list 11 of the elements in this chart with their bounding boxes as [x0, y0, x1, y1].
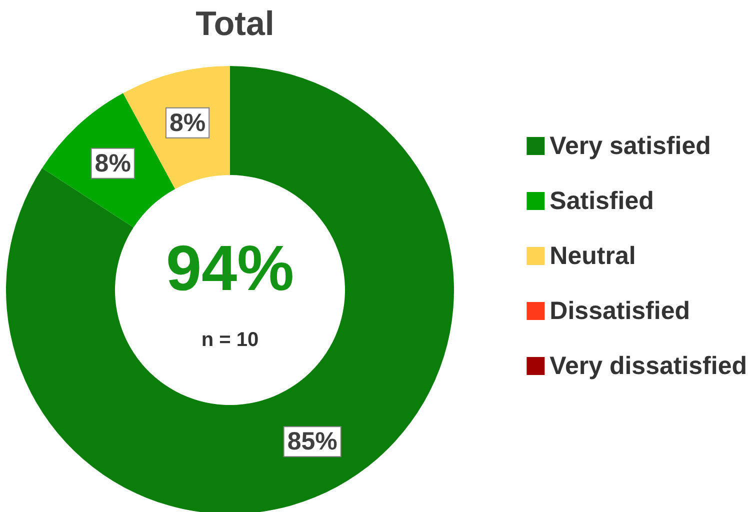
- legend-label: Dissatisfied: [550, 297, 690, 325]
- legend-label: Very dissatisfied: [550, 352, 747, 380]
- data-label: 85%: [287, 428, 338, 456]
- data-label: 8%: [94, 149, 131, 178]
- legend-label: Neutral: [550, 242, 636, 270]
- text: n = 10: [201, 329, 259, 351]
- chart-title: Total: [196, 5, 274, 43]
- text: 94%: [166, 232, 294, 304]
- data-label: 8%: [169, 108, 206, 137]
- legend-label: Very satisfied: [550, 132, 711, 160]
- legend-label: Satisfied: [550, 187, 654, 215]
